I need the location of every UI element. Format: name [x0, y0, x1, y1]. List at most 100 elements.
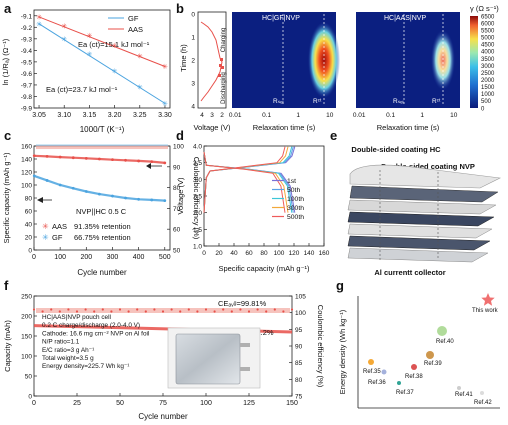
ce-point: [187, 308, 190, 311]
ce-point: [67, 308, 70, 311]
panel-c-arrowhead-right: [146, 163, 151, 169]
y-tick-label: 140: [21, 157, 32, 164]
y-tick-label: 150: [21, 334, 32, 341]
x-tick-label: 3: [210, 112, 214, 119]
data-point: [137, 197, 141, 201]
info-line: Cathode: 16.6 mg cm⁻² NVP on Al foil: [42, 330, 149, 337]
ce-point: [170, 308, 173, 311]
x-tick-label: 4: [200, 112, 204, 119]
y-tick-label-right: 75: [295, 394, 303, 401]
data-point: ✳: [36, 13, 42, 21]
sheet-al-collector: [347, 247, 489, 263]
x-tick-label: 0.01: [229, 112, 242, 119]
y-tick-label-right: 60: [173, 227, 181, 234]
y-tick-label: 20: [25, 235, 33, 242]
panel-c-ylabel: Specific capacity (mAh g⁻¹): [2, 152, 11, 244]
data-point: ✳: [137, 84, 143, 92]
y-tick-label: 100: [21, 354, 32, 361]
point-circle: [397, 381, 401, 385]
ce-band-gf: [36, 144, 168, 146]
capacity-band: [33, 174, 165, 202]
y-tick-label: 4: [191, 104, 195, 111]
colorbar-tick-label: 6000: [481, 21, 495, 27]
x-tick-label: 0.1: [262, 112, 271, 119]
y-tick-label: 2.0: [193, 210, 202, 217]
colorbar-tick-label: 2500: [481, 71, 495, 77]
data-point: [84, 156, 88, 160]
x-tick-label: 1: [296, 112, 300, 119]
x-tick-label: 0: [32, 400, 36, 407]
panel-b-vt-markers: [218, 58, 224, 77]
ce-point: [213, 310, 216, 313]
panel-b-xlabel-left: Voltage (V): [193, 123, 231, 132]
data-point: [97, 157, 101, 161]
panel-b-ylabel: Time (h): [179, 44, 188, 72]
data-point: ✳: [137, 53, 143, 61]
legend-marker-aas: ✳: [42, 222, 49, 231]
x-tick-label: 400: [133, 254, 145, 261]
legend-label-aas: AAS: [128, 25, 143, 34]
charge-curve: [203, 146, 293, 213]
colorbar-tick-label: 1000: [481, 92, 495, 98]
y-tick-label: -9.9: [21, 106, 33, 113]
schematic-al-label: Al currentt collector: [374, 268, 445, 277]
point-label: Ref.37: [396, 390, 414, 396]
x-tick-label: 300: [107, 254, 119, 261]
data-point: [97, 192, 101, 196]
y-tick-label: 2.5: [193, 194, 202, 201]
x-tick-label: 150: [286, 400, 298, 407]
panel-d: 0 20 40 60 80 100 120 140 160 1.0 1.5 2.0 2.5 3.0 3.5 4…: [176, 144, 330, 274]
ce-point: [161, 310, 165, 313]
ce-point: [222, 308, 225, 311]
y-tick-label: -9.4: [21, 48, 33, 55]
x-tick-label: 60: [245, 250, 253, 257]
ce-point: [153, 308, 156, 311]
colorbar-tick-label: 1500: [481, 85, 495, 91]
ce-point: [93, 310, 96, 313]
point-label: Ref.38: [405, 374, 423, 380]
data-point: [124, 196, 127, 200]
panel-c-xlabel: Cycle number: [77, 268, 127, 277]
panel-letter-c: c: [4, 128, 11, 143]
heatmap-aas-rsei: Rₛₑᵢ: [393, 98, 404, 105]
panel-a-annotation-aas: Ea (ct)=15.1 kJ mol⁻¹: [78, 40, 150, 49]
panel-letter-a: a: [4, 1, 12, 16]
y-tick-label: -9.5: [21, 59, 33, 66]
x-tick-label: 125: [243, 400, 255, 407]
x-tick-label: 3.15: [83, 112, 97, 119]
legend-marker-gf: ✳: [42, 233, 49, 242]
x-tick-label: 120: [289, 250, 300, 257]
schematic-nvp-label: Double-sided coating NVP: [381, 162, 475, 171]
y-tick-label: 1: [191, 35, 195, 42]
x-tick-label: 200: [80, 254, 92, 261]
sheet-separator-2: [347, 223, 493, 239]
y-tick-label-right: 50: [173, 248, 181, 255]
x-tick-label: 75: [159, 400, 167, 407]
point-label: This work: [472, 308, 499, 314]
y-tick-label: 60: [25, 209, 33, 216]
y-tick-label: 200: [21, 314, 32, 321]
y-tick-label: 3: [191, 81, 195, 88]
y-tick-label-right: 80: [295, 377, 303, 384]
ce-point: [32, 308, 36, 311]
legend-label: 300th: [287, 205, 304, 212]
x-tick-label: 40: [230, 250, 238, 257]
y-tick-label: 0: [191, 12, 195, 19]
colorbar-tick-label: 5500: [481, 28, 495, 34]
marker: [219, 64, 222, 67]
panel-d-frame: [203, 145, 325, 247]
legend-label: 1st: [287, 178, 296, 185]
x-tick-label: 0: [202, 250, 206, 257]
y-tick-label: 0: [28, 248, 32, 255]
panel-b: Charging Discharging Time (h) Voltage (V…: [179, 4, 499, 132]
data-point: [71, 156, 75, 160]
ce-point: [118, 308, 122, 311]
y-tick-label: -9.3: [21, 36, 33, 43]
ce-point: [58, 310, 61, 313]
colorbar-tick-label: 6500: [481, 14, 495, 20]
data-point: [124, 158, 127, 162]
y-tick-label: 1.0: [193, 244, 202, 251]
y-tick-label-right: 100: [295, 310, 306, 317]
y-tick-label: 1.5: [193, 227, 202, 234]
ce-point: [84, 308, 87, 311]
